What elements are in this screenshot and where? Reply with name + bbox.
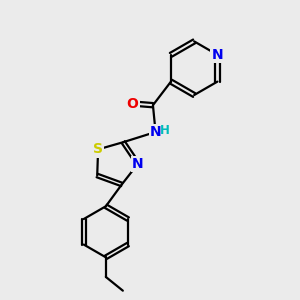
Text: N: N xyxy=(132,157,144,171)
Text: N: N xyxy=(150,125,161,139)
Text: N: N xyxy=(212,48,223,62)
Text: O: O xyxy=(127,97,139,110)
Text: H: H xyxy=(160,124,170,137)
Text: S: S xyxy=(93,142,103,156)
